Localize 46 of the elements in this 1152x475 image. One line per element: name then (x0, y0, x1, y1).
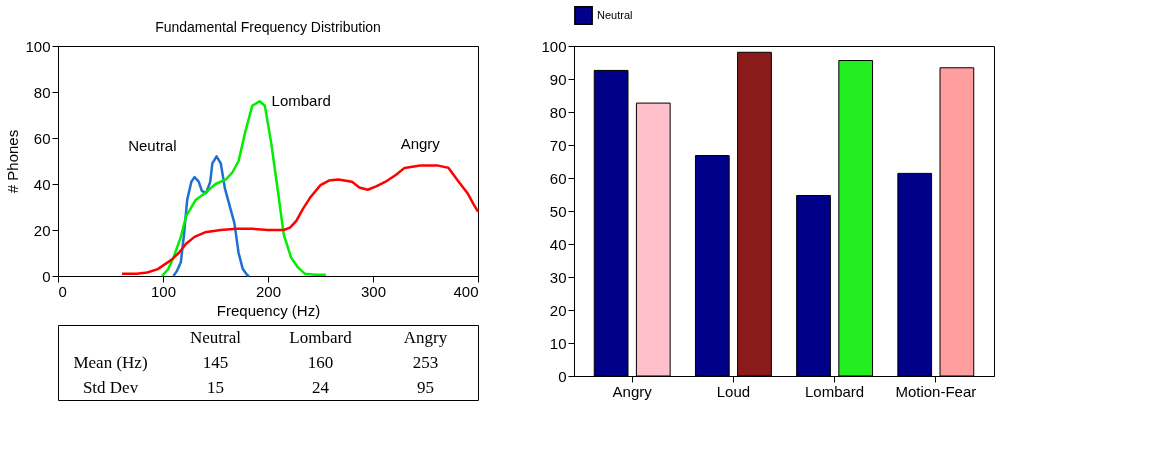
y-tick-label: 0 (558, 367, 567, 385)
x-tick-label: Motion-Fear (895, 382, 977, 400)
y-tick-label: 0 (42, 267, 51, 285)
x-tick-label: 100 (150, 282, 177, 300)
y-tick-label: 50 (549, 202, 567, 220)
y-tick-label: 30 (549, 268, 567, 286)
text: Std Dev (82, 377, 139, 397)
y-tick-label: 40 (549, 235, 567, 253)
y-tick-label: 20 (33, 221, 51, 239)
x-tick-label: Angry (612, 382, 653, 400)
text: Neutral (190, 327, 242, 347)
series-label: Angry (400, 134, 441, 152)
text: 15 (207, 377, 224, 397)
text: 160 (307, 352, 334, 372)
x-tick-label: Lombard (805, 382, 865, 400)
line-series (120, 164, 480, 275)
x-tick-label: 200 (255, 282, 282, 300)
chart-title: Fundamental Frequency Distribution (155, 19, 381, 35)
x-tick-label: 300 (360, 282, 387, 300)
x-tick-label: 0 (58, 282, 67, 300)
series-label: Lombard (271, 92, 331, 110)
y-tick-label: 20 (549, 301, 567, 319)
text: Mean (Hz) (73, 352, 148, 372)
y-tick-label: 10 (549, 334, 567, 352)
y-tick-label: 60 (549, 169, 567, 187)
text: 145 (202, 352, 229, 372)
text: 253 (412, 352, 439, 372)
y-tick-label: 100 (541, 37, 567, 55)
y-tick-label: 60 (33, 129, 51, 147)
x-tick-label: Loud (716, 382, 751, 400)
text: Angry (403, 327, 448, 347)
legend-label: Neutral (597, 8, 633, 21)
y-tick-label: 70 (549, 136, 567, 154)
x-axis-title: Frequency (Hz) (216, 301, 321, 319)
text: 95 (417, 377, 434, 397)
y-tick-label: 80 (33, 83, 51, 101)
series-label: Neutral (128, 137, 177, 155)
x-tick-label: 400 (453, 282, 479, 300)
line-series (172, 155, 251, 278)
y-axis-title: # Phones (4, 129, 22, 194)
text: Lombard (289, 327, 353, 347)
y-tick-label: 90 (549, 70, 567, 88)
text: 24 (312, 377, 330, 397)
y-tick-label: 80 (549, 103, 567, 121)
y-tick-label: 40 (33, 175, 51, 193)
y-tick-label: 100 (25, 37, 51, 55)
